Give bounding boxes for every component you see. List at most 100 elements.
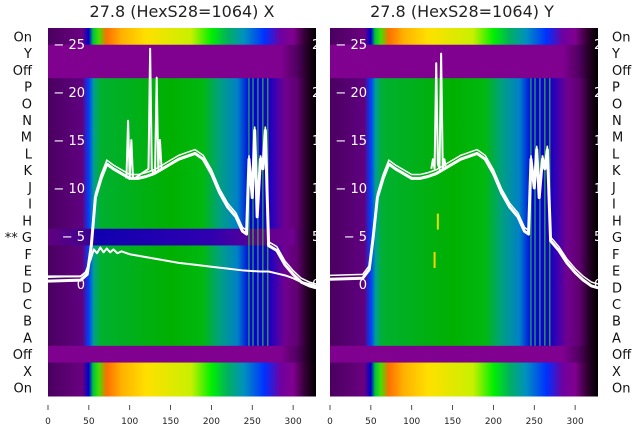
y-tick-label: − 10 [335, 182, 367, 197]
x-tick-label: 50 [365, 417, 377, 427]
y-tick-label: − 20 [53, 86, 85, 101]
heatmap-row [48, 111, 316, 129]
y-tick-label-right: 5 [594, 230, 602, 245]
heatmap-row [48, 228, 316, 246]
y-tick-label-right: 0 [594, 278, 602, 293]
row-label: K [612, 164, 621, 179]
heatmap-row [330, 61, 598, 79]
row-label: F [25, 248, 32, 263]
heatmap-row [48, 78, 316, 96]
heatmap-row [48, 312, 316, 330]
row-label: B [612, 315, 621, 330]
y-tick-label-right: 25 [594, 38, 611, 53]
row-label: O [22, 97, 32, 112]
heatmap-stripe [534, 78, 536, 346]
row-label: X [23, 365, 32, 380]
row-label: K [23, 164, 32, 179]
row-label: A [23, 331, 32, 346]
row-label: Off [13, 348, 33, 363]
heatmap-row [330, 28, 598, 46]
heatmap-row [330, 111, 598, 129]
heatmap-row [48, 161, 316, 180]
row-label: On [14, 30, 32, 45]
x-tick-label: 250 [526, 417, 543, 427]
row-label: P [612, 81, 620, 96]
row-label: On [14, 382, 32, 397]
y-tick-label: − 20 [335, 86, 367, 101]
row-label: L [612, 147, 620, 162]
row-label: Off [13, 64, 33, 79]
x-tick-label: 200 [203, 417, 220, 427]
row-label: E [24, 265, 32, 280]
row-label: H [22, 214, 32, 229]
heatmap-row [48, 61, 316, 79]
heatmap-stripe [248, 78, 250, 346]
heatmap-row [48, 128, 316, 146]
heatmap-row [330, 295, 598, 313]
y-tick-label-right: 20 [594, 86, 611, 101]
heatmap-row [330, 161, 598, 180]
heatmap-row [330, 329, 598, 347]
y-tick-label-right: 5 [312, 230, 320, 245]
row-label: C [23, 298, 32, 313]
heatmap-row [48, 212, 316, 230]
marker [436, 213, 439, 230]
y-tick-label-right: 15 [594, 134, 611, 149]
y-tick-label: − 5 [344, 230, 367, 245]
panel-1: 0 0 − 5 5 − 10 10 − 15 15 − 20 20 − 25 25 [329, 28, 611, 397]
heatmap-row [48, 362, 316, 380]
row-label: M [612, 131, 623, 146]
heatmap-row [330, 379, 598, 397]
y-tick-label: − 25 [335, 38, 367, 53]
row-label: O [612, 97, 622, 112]
heatmap-stripe [262, 78, 264, 346]
y-tick-label: − 15 [335, 134, 367, 149]
chart-title-x: 27.8 (HexS28=1064) X [90, 2, 275, 21]
y-tick-label: − 10 [53, 182, 85, 197]
chart-title-y: 27.8 (HexS28=1064) Y [370, 2, 554, 21]
row-label: X [612, 365, 621, 380]
heatmap-row [48, 345, 316, 364]
x-tick-label: 300 [567, 417, 584, 427]
row-label: C [612, 298, 621, 313]
row-label: P [24, 81, 32, 96]
y-tick-label: − 15 [53, 134, 85, 149]
y-tick-label-right: 10 [312, 182, 329, 197]
x-tick-label: 50 [83, 417, 95, 427]
x-tick-label: 200 [485, 417, 502, 427]
x-tick-label: 0 [327, 417, 333, 427]
row-label: Off [612, 64, 632, 79]
heatmap-row [330, 128, 598, 146]
heatmap-row [48, 28, 316, 46]
y-tick-label-right: 10 [594, 182, 611, 197]
y-tick-label-right: 15 [312, 134, 329, 149]
row-label: A [612, 331, 621, 346]
heatmap-stripe [539, 78, 541, 346]
series-line-main-variant [329, 145, 599, 285]
heatmap-row [330, 78, 598, 96]
row-label: ** G [5, 231, 32, 246]
y-tick-label: 0 [359, 278, 367, 293]
row-label: On [612, 30, 630, 45]
row-label: N [612, 114, 622, 129]
heatmap-row [330, 94, 598, 113]
marker [433, 252, 436, 268]
y-tick-label: 0 [77, 278, 85, 293]
x-tick-label: 100 [121, 417, 138, 427]
heatmap-stripe [252, 78, 254, 346]
row-label: G [612, 231, 622, 246]
x-tick-label: 150 [444, 417, 461, 427]
y-tick-label-right: 20 [312, 86, 329, 101]
row-label: H [612, 214, 622, 229]
heatmap-stripe [544, 78, 546, 346]
heatmap-row [48, 178, 316, 196]
heatmap-row [48, 379, 316, 397]
row-label: On [612, 382, 630, 397]
heatmap-row [330, 345, 598, 364]
heatmap-row [330, 362, 598, 380]
series-line-spikes [125, 47, 163, 180]
row-label: B [23, 315, 32, 330]
heatmap-row [48, 278, 316, 297]
series-line-main-variant [47, 126, 317, 285]
heatmap-row [48, 295, 316, 313]
